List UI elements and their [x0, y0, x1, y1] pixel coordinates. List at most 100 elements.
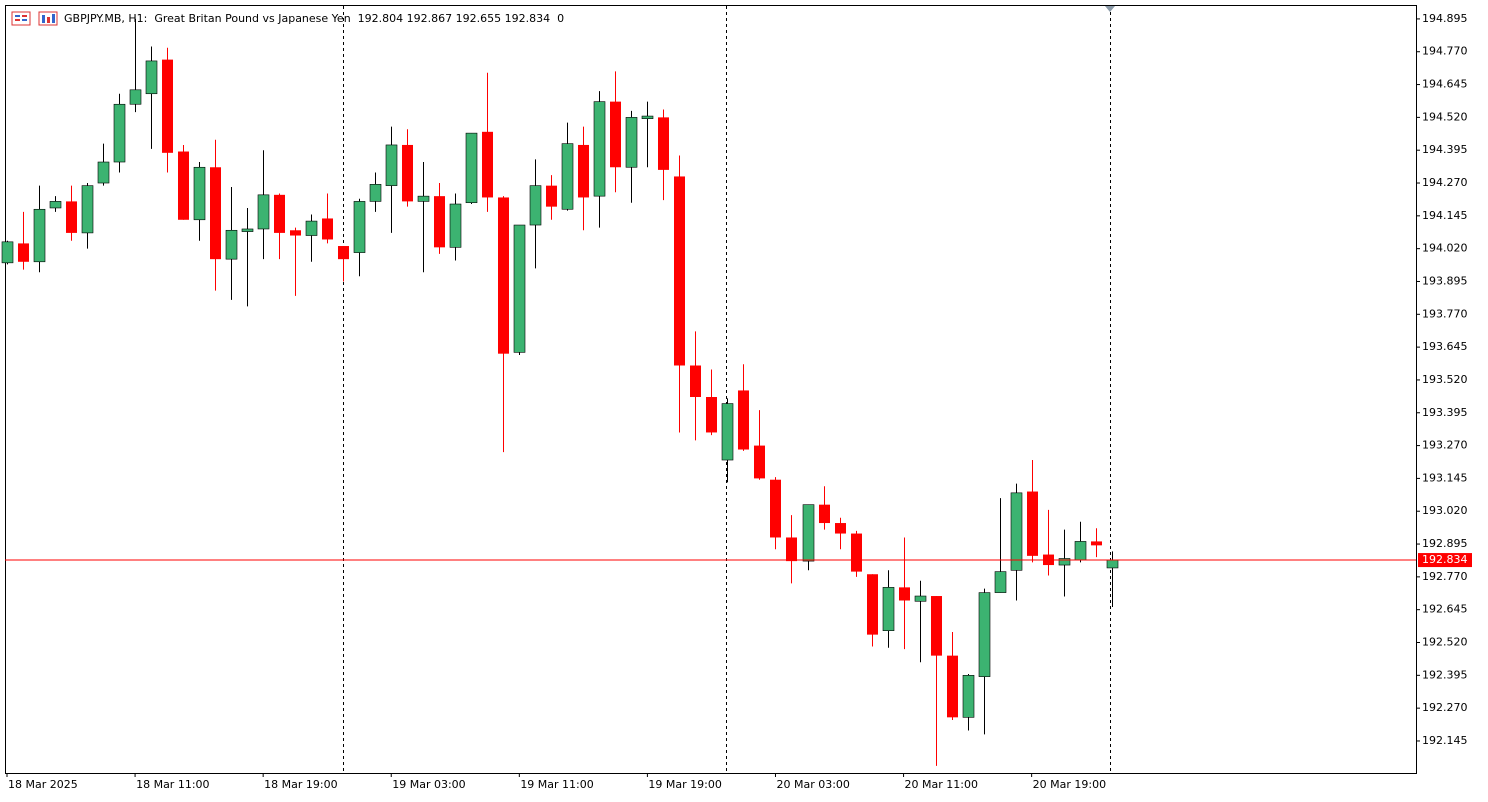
candle-body	[498, 197, 509, 354]
candle-body	[658, 117, 669, 170]
y-tick-label: 193.895	[1422, 274, 1468, 287]
candle-body	[402, 144, 413, 202]
candle-body	[529, 185, 542, 226]
candle-body	[690, 365, 701, 398]
y-tick-label: 194.770	[1422, 45, 1468, 58]
candle-body	[578, 144, 589, 198]
shift-marker	[1105, 6, 1115, 12]
candle-body	[1074, 541, 1087, 561]
candle-body	[210, 167, 221, 260]
candle-body	[33, 208, 46, 263]
y-tick-label: 194.520	[1422, 110, 1468, 123]
icon	[11, 11, 31, 26]
candle-body	[1027, 491, 1038, 556]
candle-body	[193, 166, 206, 221]
x-tick-label: 19 Mar 03:00	[392, 778, 465, 791]
candle-body	[962, 675, 975, 718]
icon	[52, 14, 55, 23]
candle-body	[738, 390, 749, 450]
candle-body	[18, 243, 29, 262]
y-tick-label: 193.520	[1422, 373, 1468, 386]
candle-body	[770, 479, 781, 538]
y-tick-label: 194.145	[1422, 209, 1468, 222]
x-tick-label: 20 Mar 19:00	[1033, 778, 1106, 791]
candle-body	[241, 228, 254, 232]
candle-body	[369, 184, 382, 202]
y-tick-label: 193.770	[1422, 307, 1468, 320]
candle-body	[802, 504, 815, 562]
candle-body	[145, 60, 158, 95]
candle-body	[914, 595, 927, 602]
x-tick-label: 18 Mar 2025	[8, 778, 78, 791]
candle-body	[338, 246, 349, 260]
y-tick-label: 192.520	[1422, 636, 1468, 649]
current-price-label: 192.834	[1422, 553, 1468, 566]
candle-body	[465, 132, 478, 204]
candle-body	[290, 230, 301, 236]
candle-body	[1106, 559, 1119, 569]
y-tick-label: 192.645	[1422, 603, 1468, 616]
candle-body	[97, 161, 110, 184]
symbol-icons	[11, 11, 58, 26]
candle-body	[947, 655, 958, 718]
x-tick-label: 18 Mar 19:00	[264, 778, 337, 791]
candle-body	[81, 185, 94, 234]
y-tick-label: 194.395	[1422, 143, 1468, 156]
icon	[15, 19, 20, 21]
candle-body	[978, 592, 991, 677]
candle-body	[754, 445, 765, 479]
y-tick-label: 193.270	[1422, 439, 1468, 452]
y-tick-label: 194.645	[1422, 78, 1468, 91]
candle-body	[819, 504, 830, 524]
candle-body	[482, 131, 493, 198]
y-tick-label: 194.895	[1422, 12, 1468, 25]
icon	[42, 15, 45, 23]
y-tick-label: 193.020	[1422, 504, 1468, 517]
candle-body	[867, 574, 878, 635]
y-tick-label: 193.395	[1422, 406, 1468, 419]
y-tick-label: 194.020	[1422, 242, 1468, 255]
candle-body	[994, 571, 1007, 593]
candle-body	[274, 194, 285, 233]
candle-body	[1091, 541, 1102, 546]
candle-body	[593, 101, 606, 197]
y-tick-label: 194.270	[1422, 176, 1468, 189]
candle-body	[1058, 558, 1071, 566]
x-tick-label: 19 Mar 19:00	[648, 778, 721, 791]
candle-body	[66, 201, 77, 233]
candle-body	[610, 101, 621, 168]
candle-body	[899, 587, 910, 601]
x-tick-label: 20 Mar 11:00	[905, 778, 978, 791]
y-tick-label: 192.770	[1422, 570, 1468, 583]
candle-body	[931, 596, 942, 656]
y-tick-label: 192.270	[1422, 701, 1468, 714]
current-price-box	[1418, 553, 1472, 568]
candle-body	[449, 203, 462, 248]
candle-body	[641, 115, 654, 119]
candle-body	[305, 220, 318, 236]
candle-body	[882, 587, 895, 631]
candle-body	[561, 143, 574, 210]
candle-body	[1, 241, 14, 264]
icon	[15, 15, 20, 17]
candle-body	[706, 397, 717, 433]
candle-body	[162, 59, 173, 153]
candle-body	[322, 218, 333, 240]
candle-body	[1010, 492, 1023, 571]
candle-body	[835, 523, 846, 534]
candle-body	[49, 201, 62, 209]
y-tick-label: 192.895	[1422, 537, 1468, 550]
candle-body	[178, 151, 189, 220]
candle-body	[513, 224, 526, 353]
candle-body	[257, 194, 270, 230]
candle-body	[225, 229, 238, 260]
chart-title: GBPJPY.MB, H1: Great Britan Pound vs Jap…	[64, 12, 564, 25]
candle-body	[674, 176, 685, 366]
candle-body	[851, 533, 862, 572]
candle-body	[546, 185, 557, 207]
x-tick-label: 19 Mar 11:00	[520, 778, 593, 791]
y-tick-label: 192.145	[1422, 734, 1468, 747]
candle-body	[353, 201, 366, 253]
candle-body	[625, 117, 638, 168]
